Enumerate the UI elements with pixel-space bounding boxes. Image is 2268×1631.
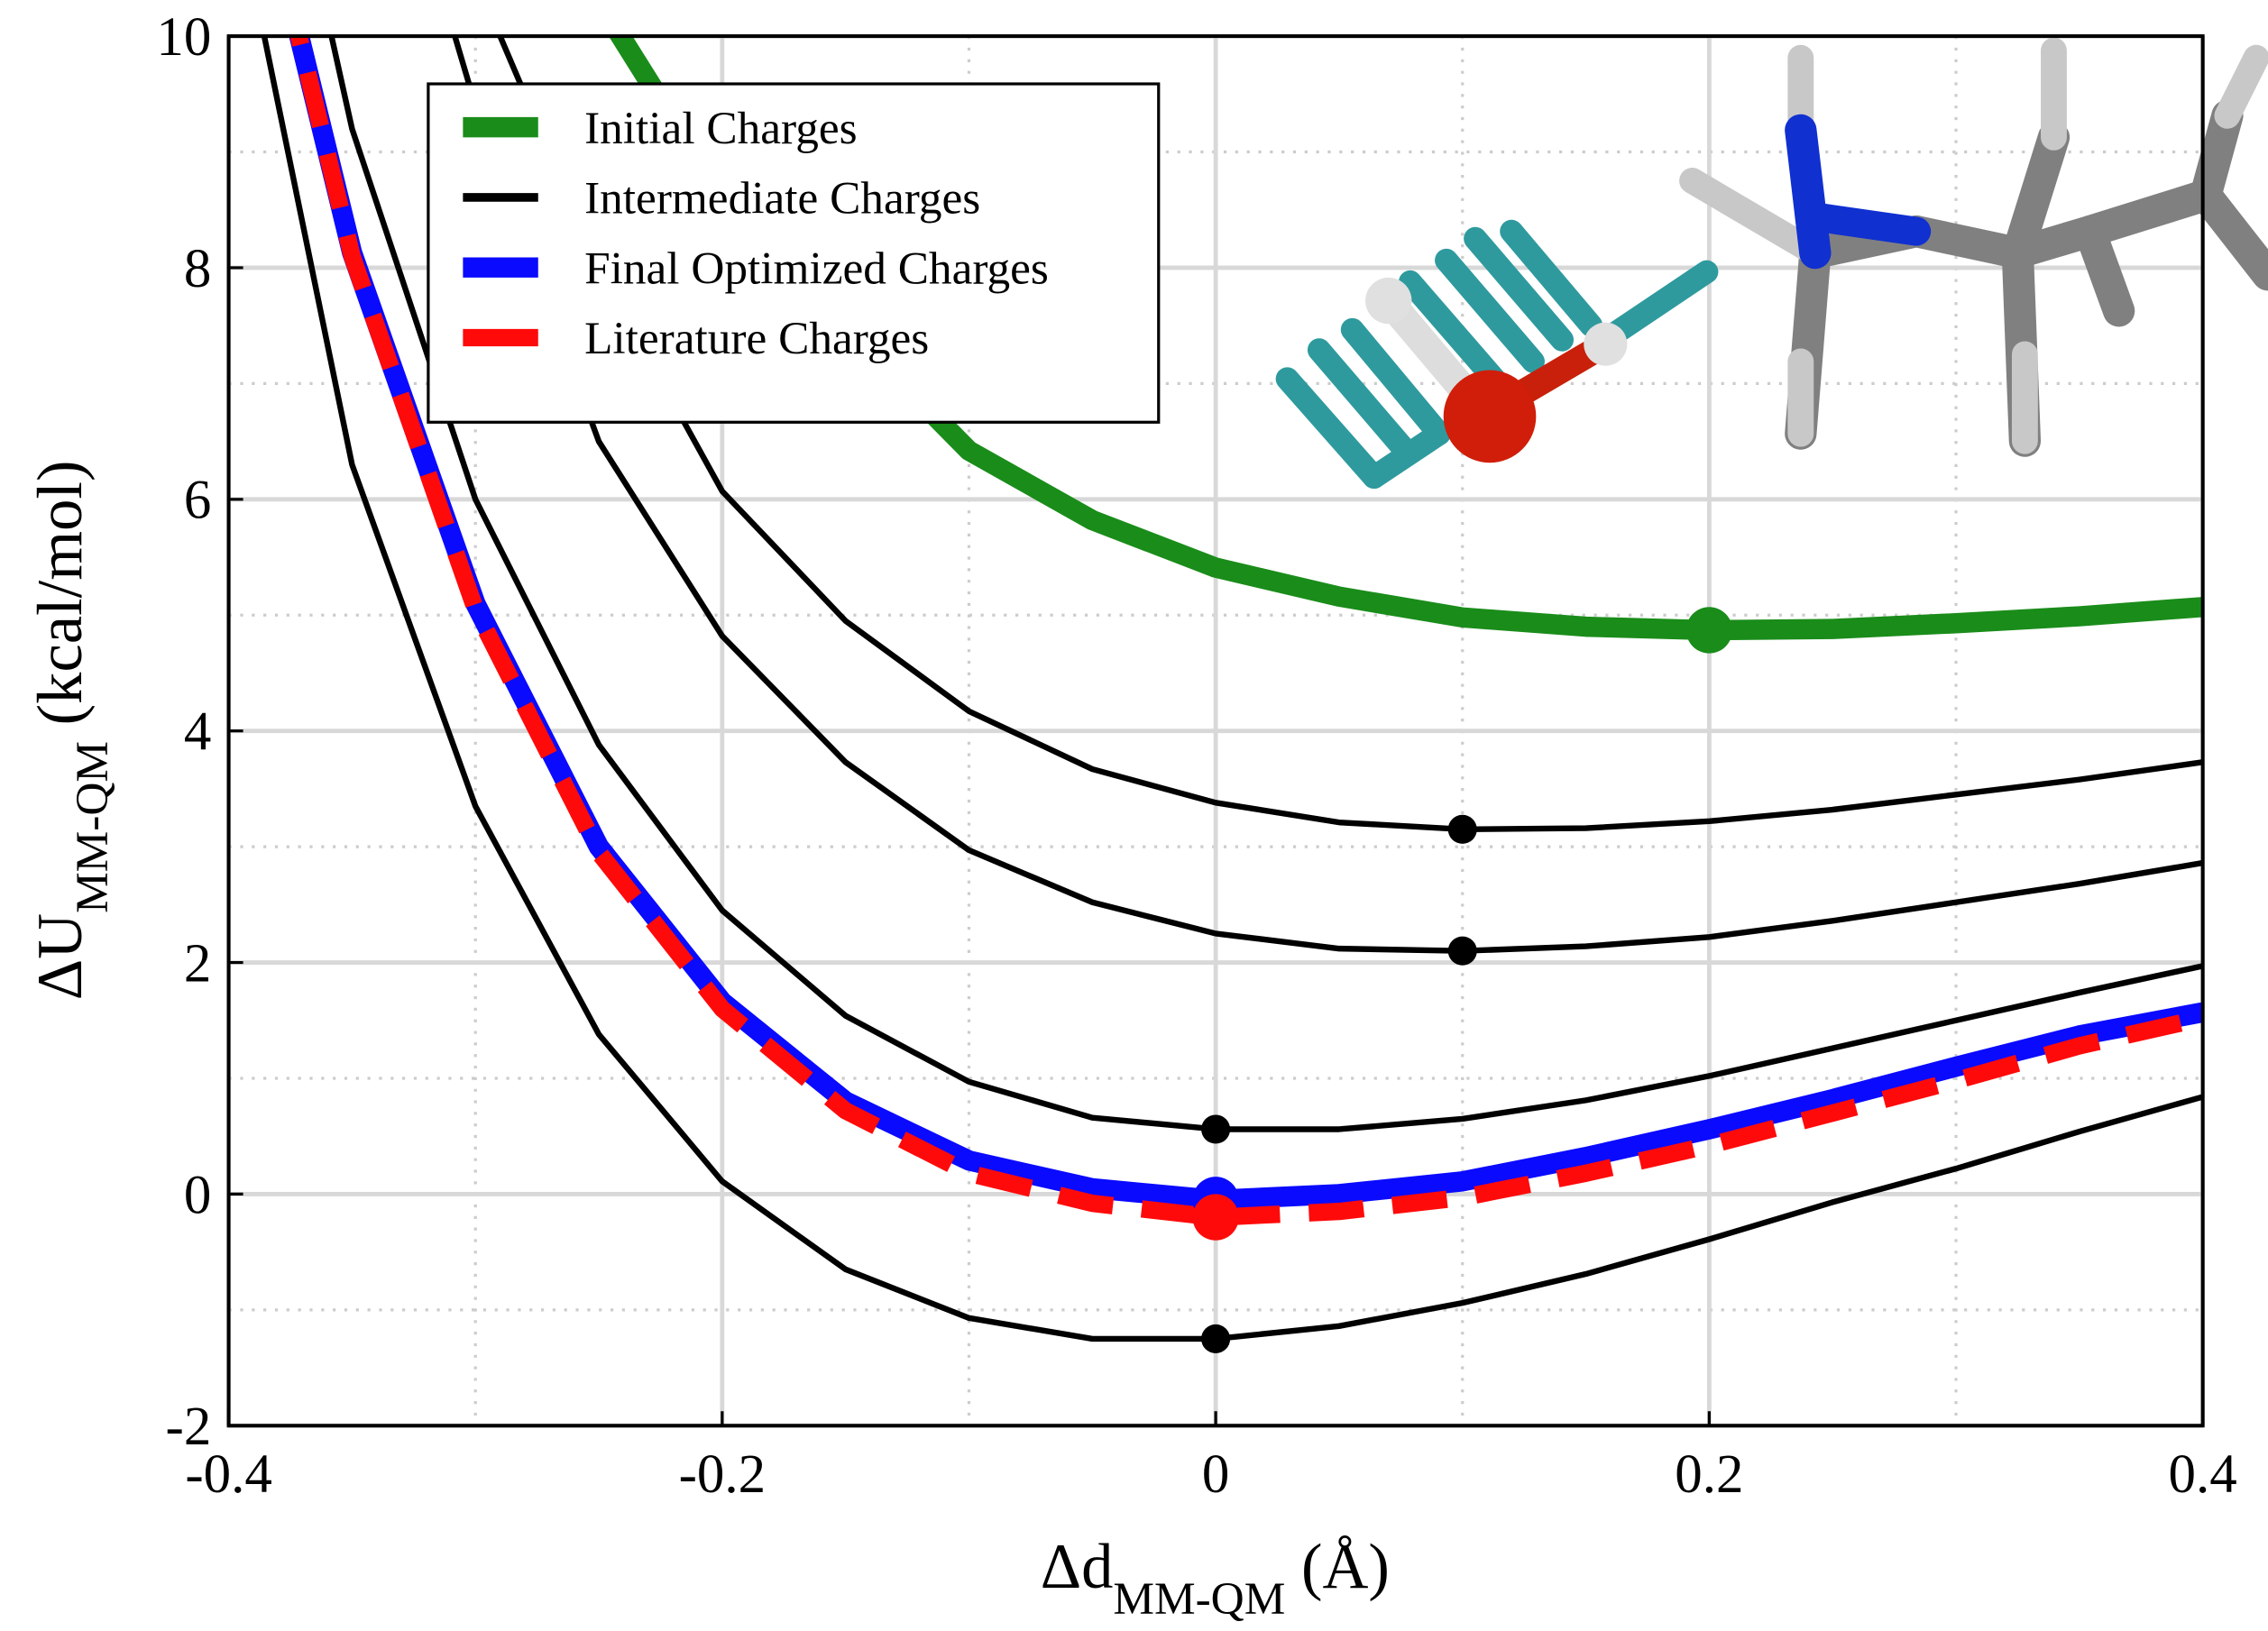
y-tick-label: 8 [184,239,211,299]
x-axis-label-main: Δd [1041,1532,1114,1602]
legend-label: Literature Charges [584,313,929,364]
y-axis-label-main: ΔU [25,913,96,1000]
y-axis-label-sub: MM-QM [66,741,117,913]
y-tick-label: 6 [184,471,211,531]
chart: -0.4-0.200.20.4-20246810ΔdMM-QM (Å)ΔUMM-… [0,0,2268,1631]
x-tick-label: 0 [1202,1444,1229,1505]
legend-label: Final Optimized Charges [584,243,1049,294]
legend-label: Initial Charges [584,103,858,154]
y-tick-label: 10 [156,7,211,68]
min-marker [1201,1114,1230,1143]
min-marker [1448,937,1477,966]
x-axis-label-sub: MM-QM [1113,1572,1285,1624]
x-tick-label: 0.2 [1675,1444,1743,1505]
min-marker [1448,815,1477,844]
min-marker [1192,1194,1238,1240]
legend: Initial Charges Intermediate Charges Final… [428,84,1159,422]
legend-label: Intermediate Charges [584,173,980,224]
y-tick-label: 4 [184,702,211,763]
min-marker [1201,1324,1230,1353]
x-tick-label: -0.2 [679,1444,766,1505]
x-axis-label-unit: (Å) [1285,1532,1390,1602]
y-axis-label-unit: (kcal/mol) [25,460,96,740]
min-marker [1686,607,1732,653]
page: {"chart_data": {"type": "line", "xlabel"… [0,0,2268,1631]
y-tick-label: -2 [166,1397,212,1457]
y-tick-label: 0 [184,1165,211,1225]
y-tick-label: 2 [184,933,211,994]
x-tick-label: 0.4 [2169,1444,2237,1505]
